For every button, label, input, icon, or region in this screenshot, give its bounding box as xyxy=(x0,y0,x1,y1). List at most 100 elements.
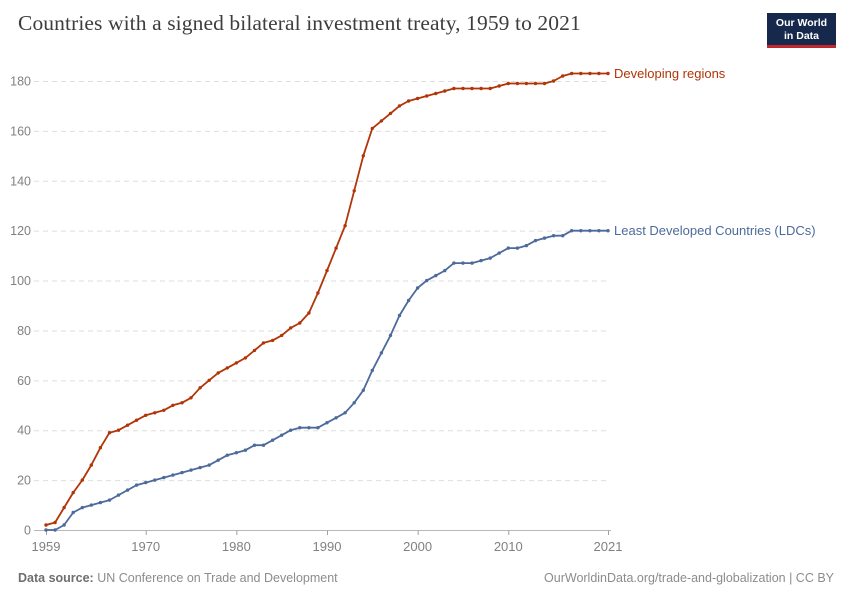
data-point-marker xyxy=(316,426,320,430)
data-point-marker xyxy=(98,446,103,450)
data-point-marker xyxy=(425,94,429,98)
data-point-marker xyxy=(134,483,139,487)
data-point-marker xyxy=(551,79,556,83)
data-point-marker xyxy=(443,89,447,93)
data-point-marker xyxy=(415,286,420,290)
data-point-marker xyxy=(207,463,211,467)
data-point-marker xyxy=(479,86,483,91)
data-point-marker xyxy=(443,268,447,273)
y-axis-tick-label: 140 xyxy=(10,174,31,188)
data-point-marker xyxy=(44,523,48,527)
data-point-marker xyxy=(270,338,275,343)
data-point-marker xyxy=(80,505,85,510)
data-point-marker xyxy=(162,475,166,480)
data-point-marker xyxy=(289,326,293,330)
data-point-marker xyxy=(53,520,57,525)
data-point-marker xyxy=(252,443,257,447)
data-point-marker xyxy=(452,261,456,265)
data-point-marker xyxy=(153,411,157,415)
y-axis-tick-label: 160 xyxy=(10,124,31,138)
x-axis-tick-label: 2021 xyxy=(594,539,623,554)
data-point-marker xyxy=(606,229,610,233)
data-point-marker xyxy=(280,333,284,338)
data-point-marker xyxy=(216,371,220,375)
data-point-marker xyxy=(506,246,510,250)
data-point-marker xyxy=(425,278,429,283)
x-axis-tick-label: 1970 xyxy=(131,539,160,554)
series-end-label: Developing regions xyxy=(614,66,726,81)
data-point-marker xyxy=(488,86,492,91)
owid-logo-line2: in Data xyxy=(783,29,819,42)
y-axis-tick-label: 120 xyxy=(10,224,31,238)
data-point-marker xyxy=(171,403,175,407)
data-point-marker xyxy=(343,224,347,228)
data-point-marker xyxy=(107,498,112,502)
data-point-marker xyxy=(198,386,202,390)
data-point-marker xyxy=(397,313,402,318)
data-point-marker xyxy=(125,488,130,492)
data-point-marker xyxy=(153,478,157,482)
footer-attribution: OurWorldinData.org/trade-and-globalizati… xyxy=(544,571,834,585)
data-point-marker xyxy=(180,470,184,475)
data-point-marker xyxy=(606,71,610,76)
data-point-marker xyxy=(180,401,184,405)
x-axis-tick-label: 1990 xyxy=(313,539,342,554)
data-point-marker xyxy=(352,401,356,405)
data-point-marker xyxy=(134,418,139,422)
data-point-marker xyxy=(225,366,229,370)
data-point-marker xyxy=(479,258,483,263)
data-point-marker xyxy=(80,478,85,482)
data-point-marker xyxy=(561,234,565,238)
data-point-marker xyxy=(497,84,501,88)
data-point-marker xyxy=(361,154,365,158)
data-point-marker xyxy=(107,431,112,435)
data-point-marker xyxy=(325,421,329,425)
data-point-marker xyxy=(189,396,193,400)
data-point-marker xyxy=(588,229,592,233)
data-point-marker xyxy=(570,71,574,76)
data-point-marker xyxy=(361,388,365,392)
data-point-marker xyxy=(497,251,501,255)
data-point-marker xyxy=(89,463,94,467)
data-point-marker xyxy=(44,528,48,532)
data-point-marker xyxy=(189,468,193,472)
data-point-marker xyxy=(71,490,75,495)
data-point-marker xyxy=(597,71,601,76)
data-point-marker xyxy=(533,238,538,243)
data-point-marker xyxy=(307,311,311,315)
data-point-marker xyxy=(162,408,166,412)
data-point-marker xyxy=(89,503,94,507)
data-point-marker xyxy=(53,528,57,532)
data-point-marker xyxy=(280,433,284,437)
data-point-marker xyxy=(470,86,474,91)
data-point-marker xyxy=(588,71,592,76)
data-point-marker xyxy=(388,333,393,338)
data-source-label: Data source: xyxy=(18,571,94,585)
data-point-marker xyxy=(533,81,538,86)
data-point-marker xyxy=(289,428,293,432)
data-point-marker xyxy=(379,351,384,355)
data-point-marker xyxy=(515,81,520,86)
data-point-marker xyxy=(488,256,492,260)
data-point-marker xyxy=(298,321,302,325)
data-point-marker xyxy=(144,413,148,417)
data-point-marker xyxy=(470,261,474,265)
data-point-marker xyxy=(234,451,239,455)
data-point-marker xyxy=(397,104,402,108)
data-point-marker xyxy=(334,416,338,420)
data-point-marker xyxy=(524,81,529,86)
owid-logo-line1: Our World xyxy=(775,17,828,29)
owid-logo: Our World in Data xyxy=(767,13,836,48)
x-axis-tick-label: 1959 xyxy=(32,539,61,554)
data-point-marker xyxy=(352,189,356,193)
data-point-marker xyxy=(125,423,130,427)
y-axis-tick-label: 20 xyxy=(17,474,31,488)
data-point-marker xyxy=(216,458,220,462)
data-point-marker xyxy=(252,348,257,353)
data-point-marker xyxy=(579,229,583,233)
data-point-marker xyxy=(388,111,393,116)
data-point-marker xyxy=(261,341,266,345)
data-point-marker xyxy=(415,96,420,101)
data-point-marker xyxy=(116,493,121,497)
